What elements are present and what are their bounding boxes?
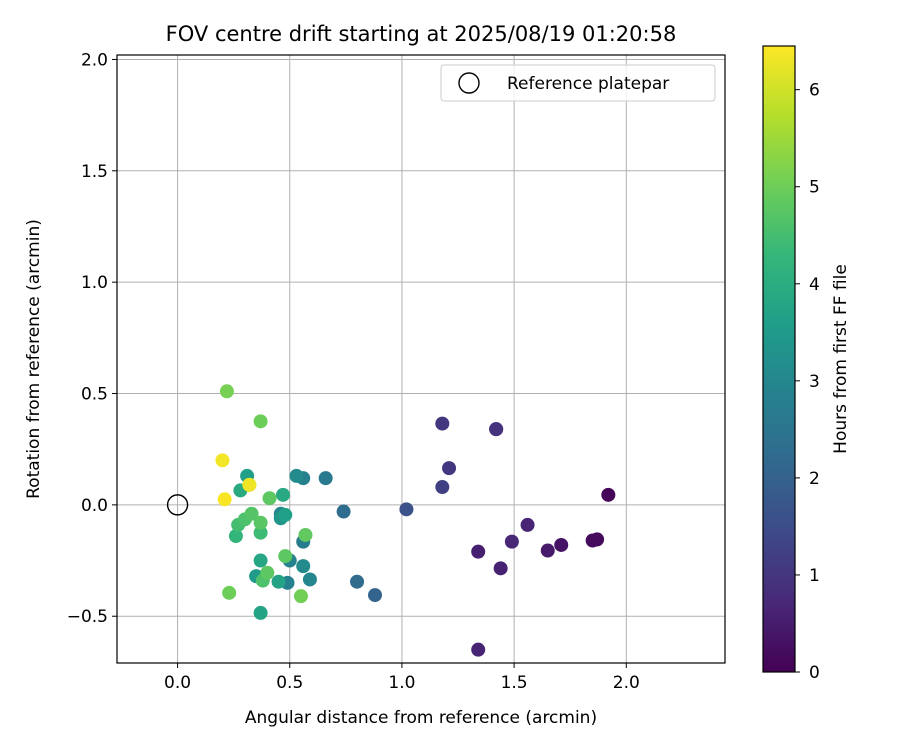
data-point [471,544,486,559]
x-tick-label: 0.0 [164,673,191,693]
colorbar-ticks: 0 1 2 3 4 5 6 [795,81,820,683]
data-point [253,605,268,620]
data-point [278,549,293,564]
data-point [215,453,230,468]
data-point [318,471,333,486]
data-point [298,527,313,542]
x-axis-label: Angular distance from reference (arcmin) [245,708,597,728]
data-point [253,553,268,568]
data-point [293,589,308,604]
data-point [260,565,275,580]
y-tick-label: 0.5 [81,385,108,405]
data-point [278,507,293,522]
legend: Reference platepar [440,64,716,102]
data-point [489,422,504,437]
x-tick-label: 1.5 [501,673,528,693]
data-point [253,414,268,429]
y-ticks: −0.5 0.0 0.5 1.0 1.5 2.0 [67,50,117,627]
data-point [585,533,600,548]
colorbar-label: Hours from first FF file [831,264,851,454]
colorbar-tick-label: 3 [809,372,820,392]
data-point [435,416,450,431]
chart-title: FOV centre drift starting at 2025/08/19 … [166,22,677,46]
legend-marker-reference [458,72,480,94]
data-point [253,525,268,540]
data-point [504,534,519,549]
data-point [554,537,569,552]
y-tick-label: 1.5 [81,162,108,182]
data-point [399,502,414,517]
colorbar: 0 1 2 3 4 5 6 Hours from first FF file [762,45,851,683]
data-point [368,588,383,603]
data-point [471,642,486,657]
data-point [222,585,237,600]
plot-frame [116,54,726,664]
data-point [296,559,311,574]
colorbar-tick-label: 4 [809,275,820,295]
data-points [215,384,616,657]
data-point [336,504,351,519]
colorbar-frame [762,45,796,673]
data-point [435,480,450,495]
legend-box [440,64,716,102]
y-tick-label: −0.5 [67,607,108,627]
data-point [276,487,291,502]
grid-lines [117,55,725,663]
data-point [442,461,457,476]
data-point [493,561,508,576]
x-tick-label: 2.0 [613,673,640,693]
data-point [262,491,277,506]
legend-entry-reference: Reference platepar [507,74,669,94]
x-tick-label: 0.5 [276,673,303,693]
data-point [219,384,234,399]
colorbar-tick-label: 2 [809,469,820,489]
data-point [289,468,304,483]
data-point [271,574,286,589]
reference-point-layer [166,494,189,516]
x-ticks: 0.0 0.5 1.0 1.5 2.0 [164,663,640,693]
data-point [244,506,259,521]
colorbar-tick-label: 1 [809,566,820,586]
data-point [350,574,365,589]
y-axis-label: Rotation from reference (arcmin) [24,219,44,499]
data-point [228,529,243,544]
data-point [601,487,616,502]
data-point [242,477,257,492]
plot-area [117,55,725,663]
reference-point-marker [166,494,189,516]
data-point [520,517,535,532]
y-tick-label: 0.0 [81,496,108,516]
colorbar-gradient [763,46,795,672]
data-point [302,572,317,587]
data-point [253,515,268,530]
colorbar-tick-label: 5 [809,178,820,198]
y-tick-label: 2.0 [81,50,108,70]
colorbar-tick-label: 6 [809,81,820,101]
data-point [540,543,555,558]
x-tick-label: 1.0 [388,673,415,693]
data-point [217,492,232,507]
colorbar-tick-label: 0 [809,663,820,683]
y-tick-label: 1.0 [81,273,108,293]
